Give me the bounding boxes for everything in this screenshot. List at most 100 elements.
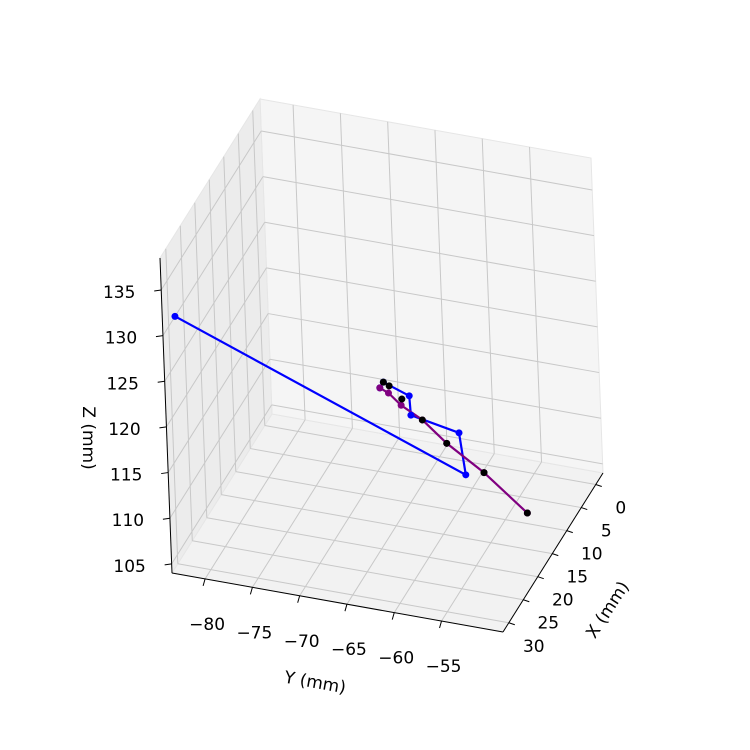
y-tick-label: −65: [331, 640, 367, 660]
tick-mark: [391, 612, 395, 620]
tick-mark: [552, 553, 559, 557]
tick-mark: [161, 472, 169, 475]
grid-line: [177, 563, 509, 624]
grid-line: [252, 110, 266, 426]
grid-line: [261, 130, 593, 191]
panes: [159, 97, 604, 633]
grid: [160, 104, 603, 624]
tick-mark: [439, 620, 443, 629]
grid-line: [204, 419, 306, 580]
point: [397, 401, 405, 409]
tick-mark: [154, 289, 162, 292]
z-tick-label: 115: [110, 466, 142, 486]
y-tick-label: −55: [426, 657, 462, 677]
tick-mark: [523, 599, 530, 603]
tick-mark: [155, 335, 164, 338]
y-tick-label: −60: [378, 649, 414, 669]
point: [398, 395, 406, 403]
grid-line: [171, 404, 273, 565]
grid-line: [164, 221, 266, 382]
grid-line: [165, 248, 179, 564]
point: [443, 439, 451, 447]
tick-mark: [162, 517, 170, 520]
grid-line: [223, 156, 237, 472]
back-pane: [259, 98, 604, 474]
z-tick-label: 130: [105, 329, 137, 349]
grid-line: [206, 517, 538, 578]
grid-line: [167, 313, 269, 473]
tick-mark: [297, 595, 301, 603]
grid-line: [481, 138, 495, 454]
grid-line: [179, 225, 193, 541]
point: [379, 378, 387, 386]
grid-line: [237, 133, 251, 449]
grid-line: [262, 176, 595, 237]
tick-mark: [566, 530, 573, 534]
grid-line: [169, 358, 271, 519]
point: [385, 382, 393, 390]
tick-mark: [159, 426, 167, 429]
z-tick-label: 135: [103, 283, 135, 303]
grid-line: [250, 448, 582, 509]
axes: 05 10 15 20 25 30 −80 −75 −70 −65 −60 −55 105 110 115 1…: [103, 257, 626, 677]
x-tick-label: 30: [523, 637, 545, 657]
grid-line: [529, 147, 543, 463]
tick-mark: [595, 484, 602, 487]
point: [462, 471, 470, 479]
grid-line: [264, 221, 596, 282]
tick-mark: [164, 563, 172, 566]
grid-line: [192, 540, 524, 601]
grid-line: [441, 461, 542, 622]
point: [480, 469, 488, 477]
tick-mark: [508, 622, 515, 626]
point: [376, 384, 384, 392]
axis-line: [159, 257, 173, 574]
grid-line: [266, 267, 598, 328]
x-tick-label: 20: [552, 591, 574, 611]
y-tick-label: −70: [284, 632, 320, 652]
point: [384, 389, 392, 397]
grid-line: [299, 436, 401, 597]
grid-line: [292, 104, 306, 420]
grid-line: [393, 453, 495, 613]
tick-mark: [537, 576, 544, 580]
z-axis-label: Z (mm): [78, 406, 98, 469]
tick-mark: [157, 380, 165, 383]
grid-line: [268, 313, 600, 374]
x-tick-label: 0: [615, 499, 626, 519]
z-tick-label: 120: [108, 420, 140, 440]
point: [407, 411, 415, 419]
grid-line: [387, 121, 401, 437]
x-tick-label: 25: [537, 614, 559, 634]
axis-line: [171, 572, 504, 633]
x-tick-label: 5: [601, 522, 612, 542]
tick-mark: [581, 507, 588, 511]
z-tick-label: 110: [112, 511, 144, 531]
grid-line: [162, 176, 264, 336]
y-axis-label: Y (mm): [282, 668, 348, 699]
grid-line: [339, 113, 353, 429]
y-tick-label: −75: [236, 623, 272, 643]
grid-line: [346, 444, 448, 605]
point: [455, 429, 463, 437]
point: [523, 509, 531, 517]
grid-line: [221, 494, 553, 555]
x-tick-label: 10: [581, 545, 603, 565]
tick-mark: [249, 587, 253, 595]
axis-line: [502, 472, 604, 633]
grid-line: [166, 267, 267, 428]
point: [405, 392, 413, 400]
x-axis-label: X (mm): [582, 578, 633, 642]
tick-mark: [344, 604, 348, 612]
x-tick-label: 15: [566, 568, 588, 588]
data: [171, 312, 531, 517]
z-tick-label: 105: [113, 557, 145, 577]
grid-line: [235, 471, 567, 532]
grid-line: [434, 130, 448, 446]
point: [171, 312, 179, 320]
grid-line: [194, 202, 208, 518]
tick-mark: [202, 578, 206, 587]
point: [418, 416, 426, 424]
z-tick-label: 125: [106, 374, 138, 394]
